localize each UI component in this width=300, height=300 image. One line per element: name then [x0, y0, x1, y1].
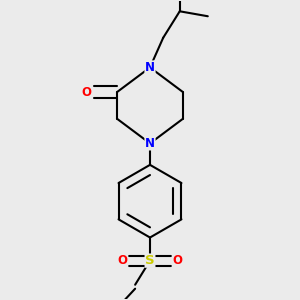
- Text: N: N: [145, 61, 155, 74]
- Text: O: O: [172, 254, 182, 267]
- Text: O: O: [118, 254, 128, 267]
- Text: O: O: [81, 85, 91, 99]
- Text: N: N: [145, 137, 155, 150]
- Text: S: S: [145, 254, 155, 267]
